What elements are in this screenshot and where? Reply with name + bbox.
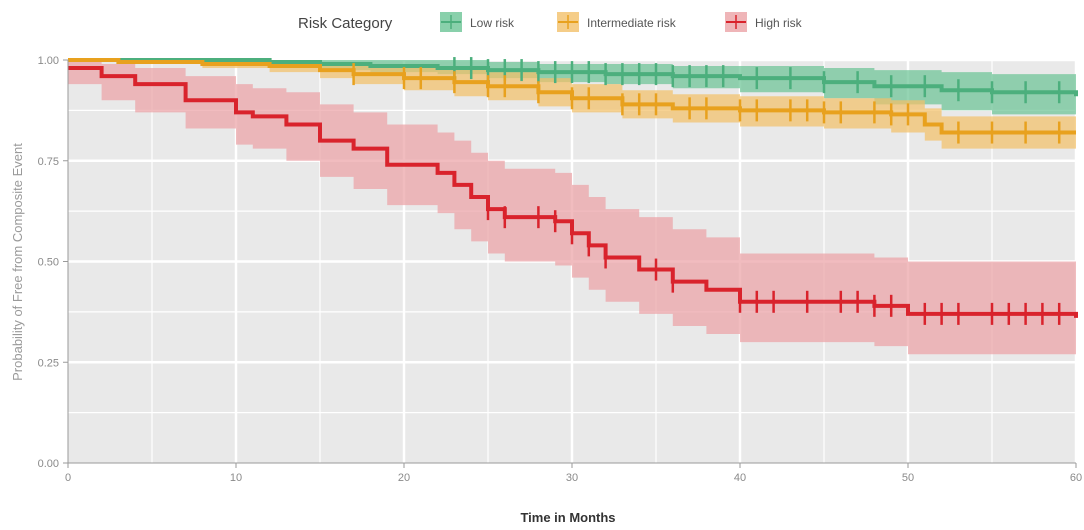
- x-tick-label: 60: [1070, 472, 1082, 484]
- legend-title: Risk Category: [298, 15, 393, 32]
- x-tick-label: 20: [398, 472, 410, 484]
- legend-label: High risk: [755, 16, 803, 30]
- x-tick-label: 40: [734, 472, 746, 484]
- x-axis-label: Time in Months: [520, 510, 615, 525]
- y-axis-label: Probability of Free from Composite Event: [10, 143, 25, 381]
- y-tick-label: 0.00: [38, 458, 59, 470]
- legend-label: Low risk: [470, 16, 515, 30]
- survival-curve: [68, 66, 1078, 318]
- y-tick-label: 0.75: [38, 156, 59, 168]
- y-tick-label: 0.50: [38, 257, 59, 269]
- censor-marks: [352, 57, 1061, 325]
- x-tick-label: 0: [65, 472, 71, 484]
- legend-label: Intermediate risk: [587, 16, 677, 30]
- x-tick-label: 50: [902, 472, 914, 484]
- y-tick-label: 0.25: [38, 357, 59, 369]
- y-axis-ticks: 0.00 0.25 0.50 0.75 1.00: [38, 55, 68, 470]
- legend: Risk Category Low risk Intermediate risk H…: [298, 12, 803, 32]
- x-axis-ticks: 0 10 20 30 40 50 60: [65, 463, 1082, 484]
- x-tick-label: 30: [566, 472, 578, 484]
- x-tick-label: 10: [230, 472, 242, 484]
- y-tick-label: 1.00: [38, 55, 59, 67]
